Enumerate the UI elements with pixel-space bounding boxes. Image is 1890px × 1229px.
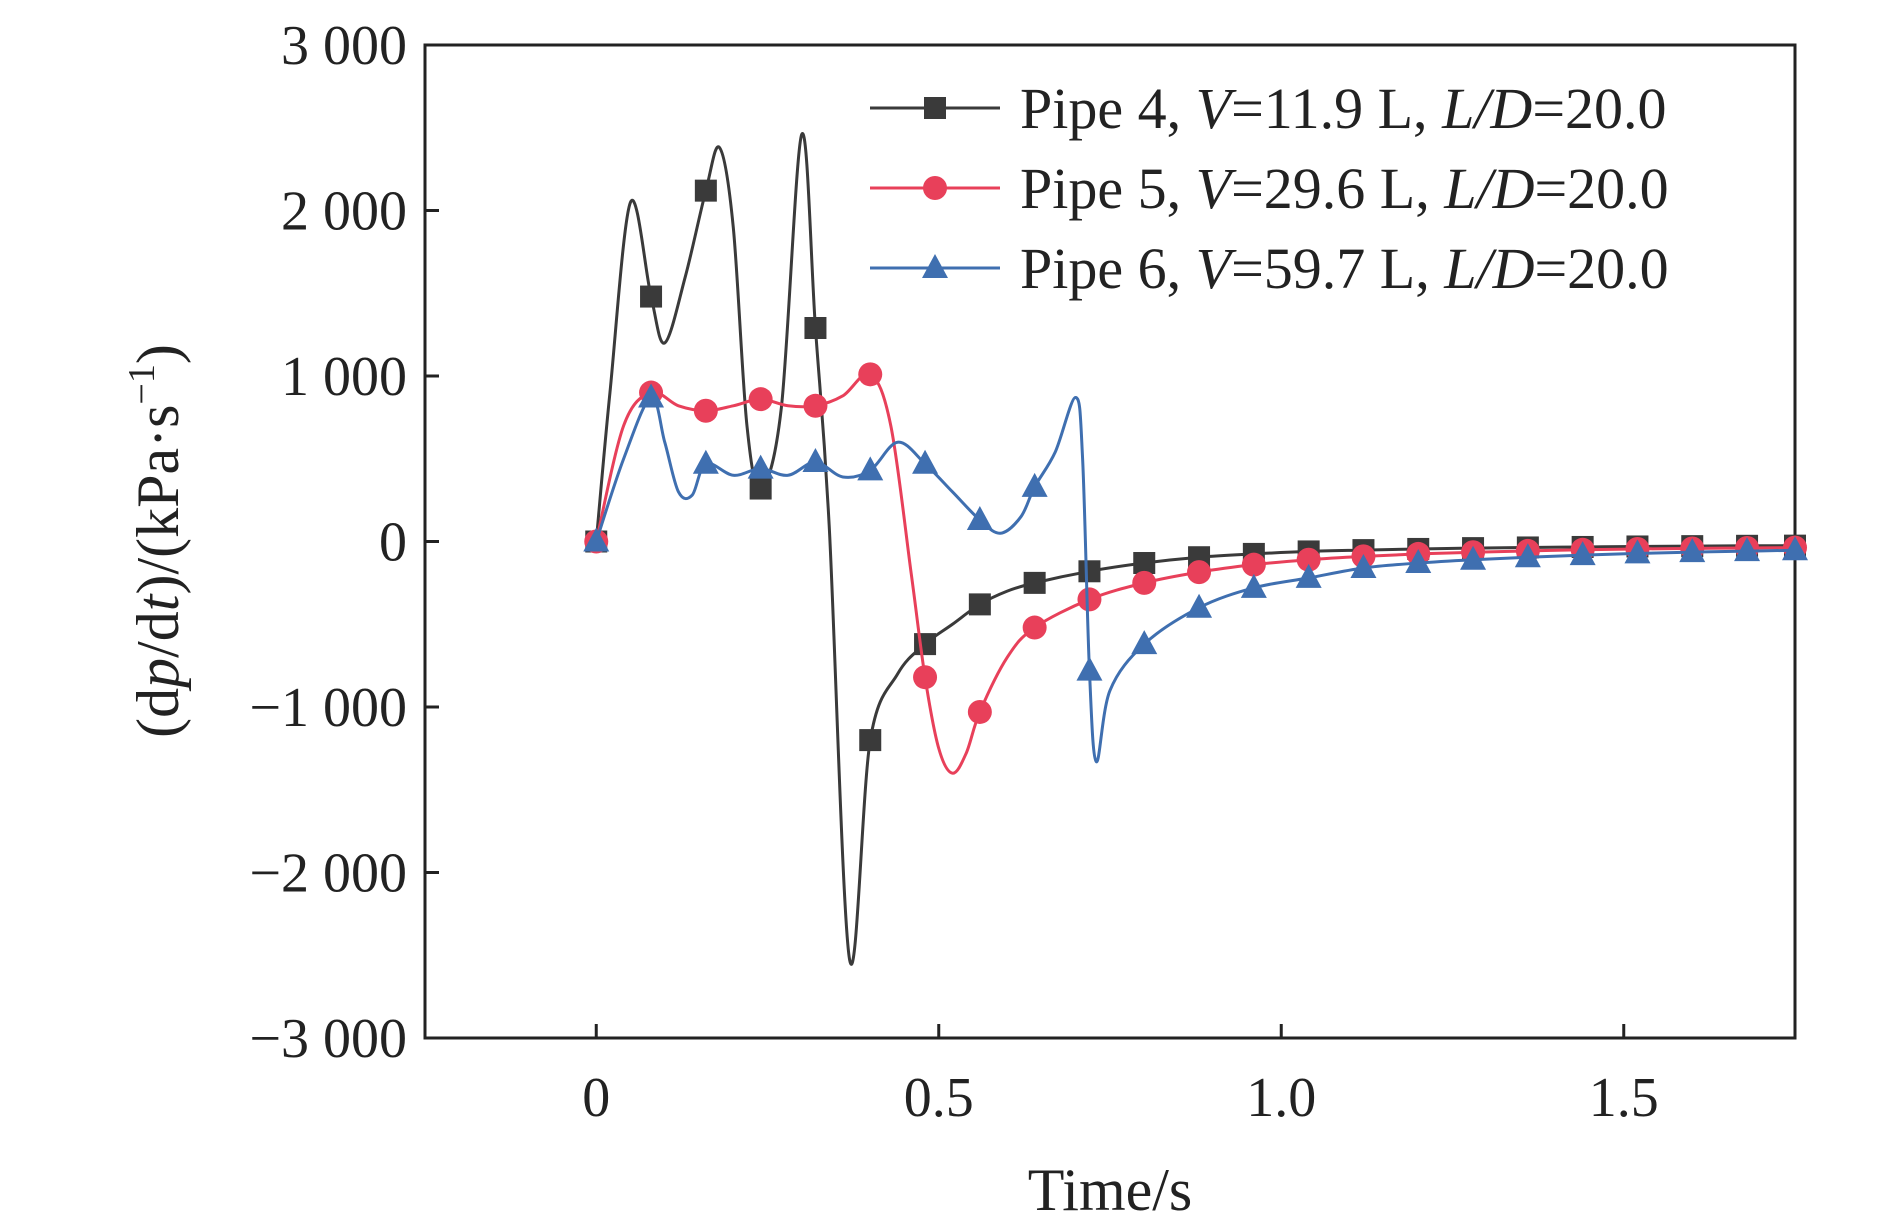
y-tick-label: −1 000 (249, 677, 407, 739)
y-tick-label: 1 000 (281, 346, 407, 408)
legend-item: Pipe 5, V=29.6 L, L/D=20.0 (870, 156, 1669, 221)
data-point-circle (1241, 552, 1266, 577)
data-point-triangle (1186, 593, 1213, 618)
data-point-circle (1296, 547, 1321, 572)
data-point-circle (1187, 560, 1212, 585)
legend-item: Pipe 4, V=11.9 L, L/D=20.0 (870, 76, 1667, 141)
data-point-triangle (1734, 537, 1761, 562)
legend-label: Pipe 5, V=29.6 L, L/D=20.0 (1020, 156, 1669, 221)
data-point-triangle (1782, 536, 1808, 561)
data-point-circle (967, 699, 992, 724)
data-point-circle (1022, 615, 1047, 640)
legend-item: Pipe 6, V=59.7 L, L/D=20.0 (870, 236, 1669, 301)
data-point-triangle (1460, 545, 1487, 570)
data-point-circle (913, 665, 938, 690)
y-tick-label: 0 (379, 512, 407, 574)
data-point-triangle (1624, 539, 1651, 564)
data-point-square (1078, 560, 1101, 583)
data-point-triangle (966, 505, 993, 530)
y-tick-label: −3 000 (249, 1008, 407, 1070)
data-point-triangle (747, 454, 774, 479)
data-point-triangle (1569, 541, 1596, 566)
data-point-triangle (1240, 573, 1267, 598)
data-point-triangle (1514, 543, 1541, 568)
data-point-triangle (912, 449, 939, 474)
x-tick-label: 0.5 (904, 1067, 974, 1129)
legend-marker-circle (923, 176, 947, 200)
legend-label: Pipe 4, V=11.9 L, L/D=20.0 (1020, 76, 1667, 141)
y-axis-ticks: 3 000 2 000 1 000 0 −1 000 −2 000 −3 000 (249, 15, 439, 1070)
data-point-square (859, 729, 882, 752)
x-axis-ticks: 0 0.5 1.0 1.5 (582, 1024, 1659, 1129)
series-line (594, 372, 1796, 775)
data-point-circle (748, 387, 773, 412)
data-point-triangle (857, 456, 884, 481)
x-axis-title: Time/s (1028, 1157, 1193, 1223)
data-point-triangle (692, 449, 719, 474)
data-point-circle (693, 398, 718, 423)
data-point-circle (803, 393, 828, 418)
data-point-square (968, 593, 991, 616)
legend-label: Pipe 6, V=59.7 L, L/D=20.0 (1020, 236, 1669, 301)
x-tick-label: 1.5 (1589, 1067, 1659, 1129)
data-point-square (804, 317, 827, 340)
x-tick-label: 1.0 (1246, 1067, 1316, 1129)
data-point-triangle (638, 383, 665, 408)
y-tick-label: 3 000 (281, 15, 407, 77)
data-point-square (914, 633, 937, 656)
data-point-square (694, 179, 717, 202)
series-5 (584, 362, 1807, 775)
data-point-triangle (1295, 563, 1322, 588)
legend-marker-triangle (922, 254, 948, 278)
data-point-triangle (1350, 553, 1377, 578)
legend-marker-square (924, 97, 946, 119)
y-tick-label: −2 000 (249, 843, 407, 905)
data-point-triangle (1679, 538, 1706, 563)
y-axis-title: (dp/dt)/(kPa·s−1) (121, 344, 191, 738)
data-point-triangle (802, 448, 829, 473)
data-point-square (1133, 552, 1156, 575)
data-point-triangle (1131, 630, 1158, 655)
data-point-circle (858, 362, 883, 387)
data-point-triangle (583, 527, 610, 552)
data-point-triangle (1405, 549, 1432, 574)
series-line (594, 132, 1796, 966)
legend: Pipe 4, V=11.9 L, L/D=20.0 Pipe 5, V=29.6… (870, 76, 1669, 301)
x-tick-label: 0 (582, 1067, 610, 1129)
data-point-square (749, 477, 772, 500)
y-tick-label: 2 000 (281, 181, 407, 243)
data-point-square (640, 285, 663, 308)
series-6 (583, 383, 1808, 764)
data-point-circle (1132, 570, 1157, 595)
series-layer (583, 132, 1808, 966)
data-point-square (1023, 571, 1046, 594)
data-point-circle (1077, 587, 1102, 612)
data-point-triangle (1021, 472, 1048, 497)
data-point-triangle (1076, 656, 1103, 681)
